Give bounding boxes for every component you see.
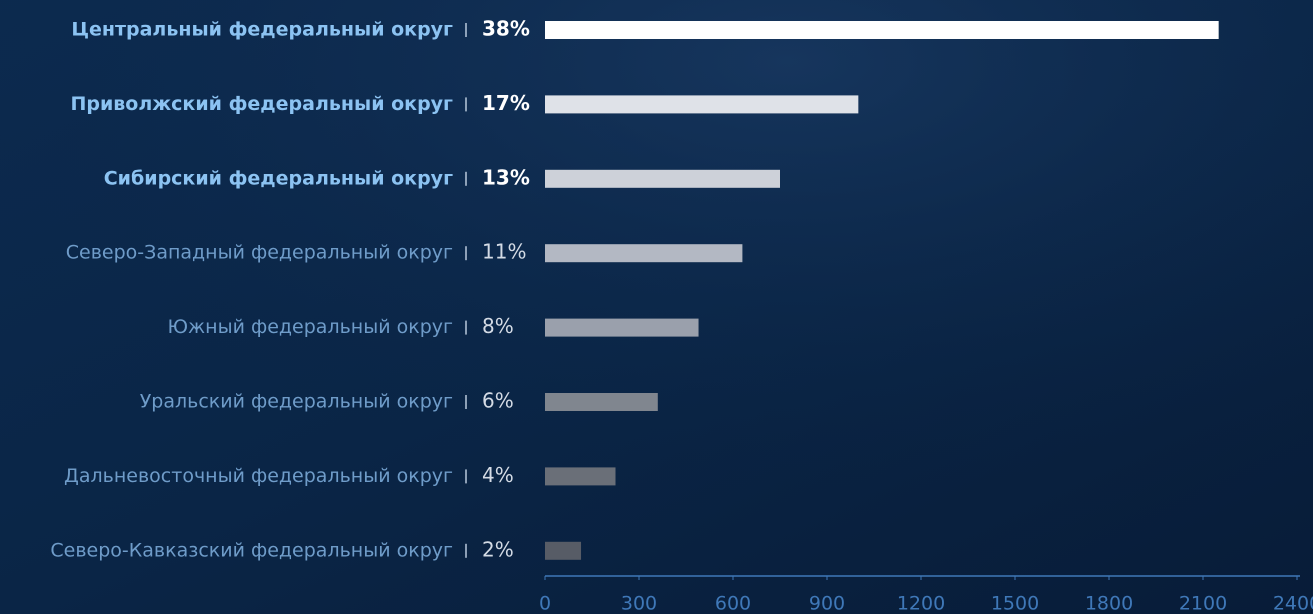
bar — [545, 393, 658, 411]
category-label: Дальневосточный федеральный округ — [64, 465, 453, 487]
x-tick-label: 2400 — [1273, 593, 1313, 614]
category-label: Центральный федеральный округ — [71, 19, 453, 41]
share-label: 2% — [482, 537, 514, 561]
bar — [545, 541, 582, 560]
share-label: 4% — [482, 463, 514, 487]
bar — [545, 467, 616, 486]
category-label: Северо-Западный федеральный округ — [66, 242, 453, 264]
category-label: Сибирский федеральный округ — [104, 167, 453, 189]
x-tick-label: 1500 — [991, 593, 1039, 614]
bar — [545, 244, 743, 263]
share-label: 17% — [482, 91, 530, 115]
category-label: Приволжский федеральный округ — [70, 93, 453, 115]
share-label: 11% — [482, 240, 526, 264]
x-tick-label: 1200 — [897, 593, 945, 614]
category-label: Южный федеральный округ — [168, 316, 453, 338]
bar — [545, 21, 1219, 39]
x-tick-label: 300 — [621, 593, 657, 614]
x-tick-label: 600 — [715, 593, 751, 614]
bar — [545, 318, 699, 337]
bar — [545, 169, 780, 188]
share-label: 38% — [482, 17, 530, 41]
share-label: 13% — [482, 165, 530, 189]
x-tick-label: 0 — [539, 593, 551, 614]
category-label: Уральский федеральный округ — [140, 391, 453, 413]
x-tick-label: 2100 — [1179, 593, 1227, 614]
bar — [545, 95, 859, 114]
share-label: 6% — [482, 389, 514, 413]
category-label: Северо-Кавказский федеральный округ — [50, 539, 453, 561]
share-label: 8% — [482, 314, 514, 338]
x-tick-label: 1800 — [1085, 593, 1133, 614]
x-tick-label: 900 — [809, 593, 845, 614]
